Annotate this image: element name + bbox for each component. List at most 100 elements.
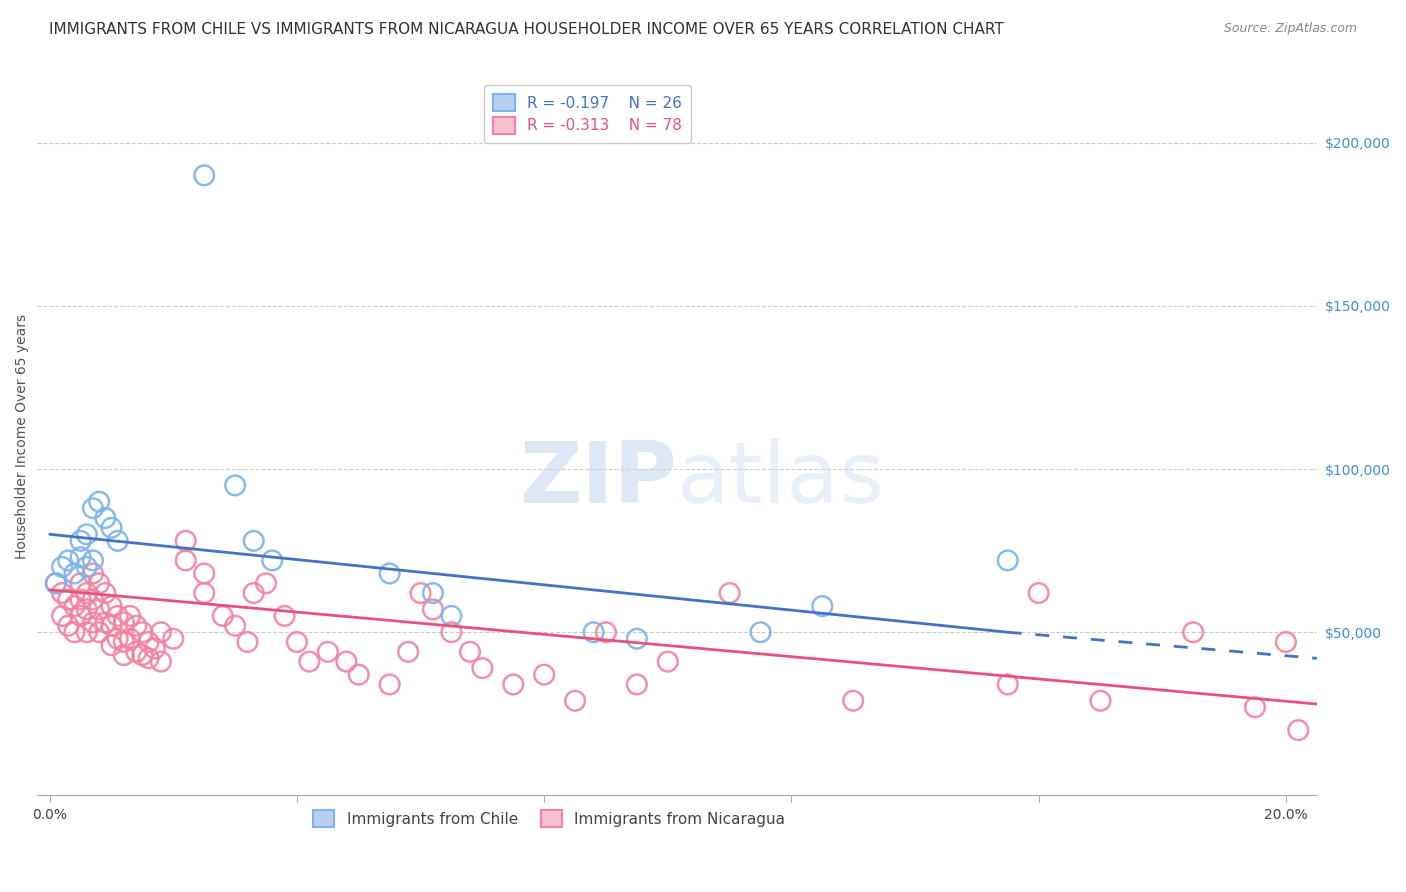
Point [89,625,111,640]
Point [100,599,122,614]
Point [94,511,117,525]
Point [76,625,98,640]
Point [595,625,617,640]
Point [162,632,184,646]
Point [842,694,865,708]
Point [112,615,135,630]
Point [440,625,463,640]
Point [242,533,264,548]
Point [298,655,321,669]
Point [1275,635,1298,649]
Point [69,550,91,565]
Point [107,608,129,623]
Point [100,638,122,652]
Point [224,478,246,492]
Point [69,533,91,548]
Point [409,586,432,600]
Point [422,586,444,600]
Point [76,560,98,574]
Point [76,602,98,616]
Point [533,667,555,681]
Point [1286,723,1309,738]
Point [378,566,401,581]
Point [378,677,401,691]
Point [45,576,67,591]
Point [1090,694,1112,708]
Text: IMMIGRANTS FROM CHILE VS IMMIGRANTS FROM NICARAGUA HOUSEHOLDER INCOME OVER 65 YE: IMMIGRANTS FROM CHILE VS IMMIGRANTS FROM… [49,22,1004,37]
Point [502,677,524,691]
Point [94,615,117,630]
Point [51,586,73,600]
Text: atlas: atlas [678,438,884,521]
Point [458,645,481,659]
Point [1244,700,1267,714]
Point [657,655,679,669]
Point [471,661,494,675]
Point [193,566,215,581]
Point [138,651,160,665]
Point [149,655,172,669]
Point [58,618,80,632]
Point [242,586,264,600]
Legend: Immigrants from Chile, Immigrants from Nicaragua: Immigrants from Chile, Immigrants from N… [305,803,793,834]
Point [125,645,148,659]
Point [749,625,772,640]
Point [254,576,277,591]
Point [112,635,135,649]
Point [63,566,86,581]
Point [211,608,233,623]
Point [193,586,215,600]
Point [396,645,419,659]
Point [131,648,153,662]
Point [82,501,104,516]
Point [626,632,648,646]
Point [100,618,122,632]
Point [89,576,111,591]
Point [811,599,834,614]
Point [174,533,197,548]
Text: Source: ZipAtlas.com: Source: ZipAtlas.com [1223,22,1357,36]
Point [51,608,73,623]
Point [76,527,98,541]
Point [149,625,172,640]
Point [94,586,117,600]
Point [582,625,605,640]
Point [82,615,104,630]
Point [82,566,104,581]
Point [718,586,741,600]
Point [125,618,148,632]
Point [76,586,98,600]
Point [626,677,648,691]
Point [69,576,91,591]
Point [58,592,80,607]
Point [82,592,104,607]
Point [193,169,215,183]
Point [1028,586,1050,600]
Point [69,608,91,623]
Point [285,635,308,649]
Point [118,608,141,623]
Point [63,599,86,614]
Point [112,648,135,662]
Point [316,645,339,659]
Point [997,677,1019,691]
Point [89,494,111,508]
Text: ZIP: ZIP [519,438,678,521]
Point [273,608,295,623]
Point [236,635,259,649]
Point [63,625,86,640]
Point [143,641,166,656]
Point [335,655,357,669]
Point [174,553,197,567]
Point [45,576,67,591]
Point [997,553,1019,567]
Point [107,632,129,646]
Point [69,592,91,607]
Y-axis label: Householder Income Over 65 years: Householder Income Over 65 years [15,314,30,559]
Point [224,618,246,632]
Point [440,608,463,623]
Point [422,602,444,616]
Point [564,694,586,708]
Point [51,560,73,574]
Point [107,533,129,548]
